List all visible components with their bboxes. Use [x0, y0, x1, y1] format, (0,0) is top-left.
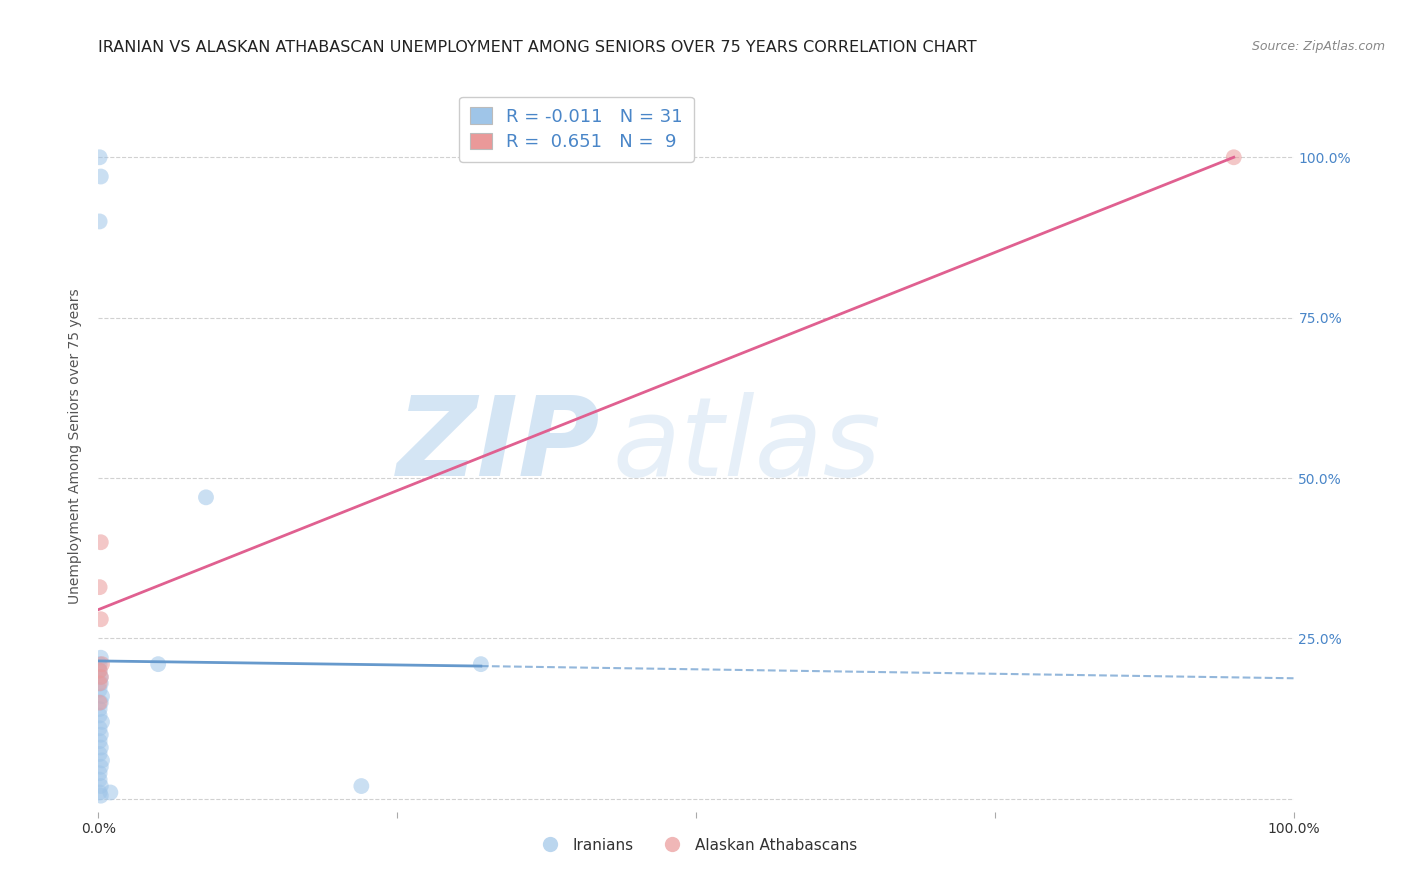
Point	[195, 491, 218, 505]
Point	[89, 580, 111, 594]
Point	[89, 657, 111, 672]
Point	[89, 721, 111, 735]
Point	[90, 670, 112, 684]
Point	[89, 708, 111, 723]
Point	[90, 670, 112, 684]
Point	[89, 747, 111, 761]
Point	[89, 676, 111, 690]
Point	[91, 714, 114, 729]
Point	[91, 753, 114, 767]
Point	[89, 772, 111, 787]
Point	[89, 785, 111, 799]
Point	[90, 696, 112, 710]
Point	[98, 785, 122, 799]
Point	[90, 789, 112, 803]
Point	[89, 214, 111, 228]
Point	[90, 760, 112, 774]
Text: ZIP: ZIP	[396, 392, 600, 500]
Point	[90, 728, 112, 742]
Legend: Iranians, Alaskan Athabascans: Iranians, Alaskan Athabascans	[529, 831, 863, 859]
Point	[89, 664, 111, 678]
Point	[1223, 150, 1246, 164]
Text: Source: ZipAtlas.com: Source: ZipAtlas.com	[1251, 40, 1385, 54]
Point	[90, 169, 112, 184]
Point	[91, 657, 114, 672]
Point	[90, 676, 112, 690]
Text: atlas: atlas	[613, 392, 882, 500]
Point	[148, 657, 170, 672]
Point	[90, 535, 112, 549]
Y-axis label: Unemployment Among Seniors over 75 years: Unemployment Among Seniors over 75 years	[69, 288, 83, 604]
Point	[89, 664, 111, 678]
Point	[470, 657, 492, 672]
Point	[89, 702, 111, 716]
Point	[90, 612, 112, 626]
Point	[89, 150, 111, 164]
Point	[91, 690, 114, 704]
Point	[350, 779, 373, 793]
Point	[89, 682, 111, 697]
Point	[89, 696, 111, 710]
Point	[89, 766, 111, 780]
Point	[90, 779, 112, 793]
Text: IRANIAN VS ALASKAN ATHABASCAN UNEMPLOYMENT AMONG SENIORS OVER 75 YEARS CORRELATI: IRANIAN VS ALASKAN ATHABASCAN UNEMPLOYME…	[98, 40, 977, 55]
Point	[89, 734, 111, 748]
Point	[90, 740, 112, 755]
Point	[90, 650, 112, 665]
